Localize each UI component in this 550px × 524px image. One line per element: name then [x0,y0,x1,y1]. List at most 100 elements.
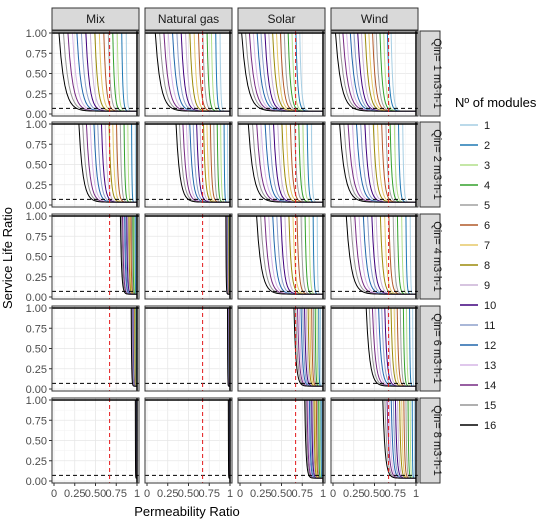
row-strip-label: Qin= 4 m3·h-1 [431,221,443,292]
y-tick-label: 0.25 [26,456,47,468]
legend-title: Nº of modules [455,95,537,110]
x-axis-title: Permeability Ratio [134,504,240,519]
panel [237,305,326,392]
series-line-16 [334,32,416,112]
y-tick-label: 1.00 [26,28,47,40]
legend-label: 15 [484,400,496,412]
legend-item: 3 [460,160,490,172]
panel [51,397,140,484]
x-axis-ticks: 0 0.25 0.50 0.75 1 0 0.25 0.50 0.75 1 0 0.25 0.50 0.7… [51,483,419,500]
column-strip-label: Solar [267,12,295,26]
series-line-16 [247,123,323,203]
column-strip: Solar [237,7,326,31]
y-tick-label: 0.50 [26,252,47,264]
y-tick-label: 0.25 [26,89,47,101]
x-tick-label: 0.75 [106,488,127,500]
series-line-16 [130,307,137,387]
row-strip: Qin= 4 m3·h-1 [419,213,443,300]
x-tick-label: 0.25 [157,488,178,500]
series-line-16 [339,123,416,203]
x-tick-label: 0 [330,488,336,500]
y-tick-label: 1.00 [26,119,47,131]
x-tick-label: 0 [51,488,57,500]
legend-item: 14 [460,380,496,392]
panel [237,213,326,300]
y-tick-label: 1.00 [26,211,47,223]
series-lines [365,307,416,387]
y-tick-label: 0.00 [26,200,47,212]
y-axis-title: Service Life Ratio [0,207,15,309]
series-lines [247,123,323,203]
y-tick-label: 0.50 [26,69,47,81]
y-tick-label: 0.75 [26,323,47,335]
series-line-16 [119,215,137,295]
x-tick-label: 0.75 [385,488,406,500]
legend-item: 4 [460,180,490,192]
y-tick-label: 0.50 [26,344,47,356]
y-tick-label: 0.00 [26,292,47,304]
legend-item: 1 [460,120,490,132]
column-strip: Natural gas [144,7,233,31]
legend-label: 12 [484,340,496,352]
legend-label: 5 [484,200,490,212]
series-lines [345,215,416,295]
x-tick-label: 0.50 [85,488,106,500]
legend-item: 5 [460,200,490,212]
series-line-16 [154,32,230,112]
series-line-16 [293,307,323,387]
legend-label: 14 [484,380,496,392]
series-line-16 [365,307,416,387]
y-tick-label: 0.75 [26,415,47,427]
legend-label: 7 [484,240,490,252]
column-strip-label: Mix [86,12,105,26]
y-tick-label: 1.00 [26,303,47,315]
row-strip: Qin= 2 m3·h-1 [419,121,443,208]
y-tick-label: 0.00 [26,384,47,396]
panel [51,121,140,208]
x-tick-label: 0.25 [250,488,271,500]
series-line-16 [345,215,416,295]
series-lines [382,399,416,479]
row-strip-label: Qin= 6 m3·h-1 [431,313,443,384]
legend-label: 2 [484,140,490,152]
panel [144,305,233,392]
legend-item: 16 [460,420,496,432]
panel [330,213,419,300]
y-tick-label: 0.25 [26,272,47,284]
legend-item: 2 [460,140,490,152]
legend-label: 10 [484,300,496,312]
y-tick-label: 0.50 [26,160,47,172]
x-tick-label: 0 [144,488,150,500]
legend-label: 11 [484,320,495,332]
series-line-16 [256,215,323,295]
series-lines [154,32,230,112]
x-tick-label: 0.75 [199,488,220,500]
column-strip-label: Wind [361,12,388,26]
legend-label: 4 [484,180,490,192]
y-axis-ticks: 0.000.250.500.751.000.000.250.500.751.00… [26,28,52,488]
legend-item: 9 [460,280,490,292]
panel [237,397,326,484]
panel [330,305,419,392]
x-tick-label: 0.25 [64,488,85,500]
x-tick-label: 1 [227,488,233,500]
panel [237,121,326,208]
panel [144,397,233,484]
panel [51,213,140,300]
legend-item: 8 [460,260,490,272]
x-tick-label: 0.25 [343,488,364,500]
y-tick-label: 0.75 [26,48,47,60]
x-tick-label: 1 [413,488,419,500]
panel [330,30,419,117]
x-tick-label: 0.50 [271,488,292,500]
row-strip: Qin= 6 m3·h-1 [419,305,443,392]
series-lines [293,307,323,387]
row-strip-label: Qin= 1 m3·h-1 [431,38,443,109]
legend-label: 16 [484,420,496,432]
row-strip-label: Qin= 8 m3·h-1 [431,405,443,476]
legend-item: 10 [460,300,496,312]
x-tick-label: 0.50 [178,488,199,500]
series-line-16 [241,32,323,112]
legend-label: 1 [484,120,490,132]
